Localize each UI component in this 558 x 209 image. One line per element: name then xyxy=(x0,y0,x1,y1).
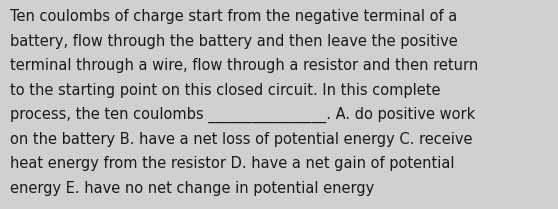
Text: Ten coulombs of charge start from the negative terminal of a: Ten coulombs of charge start from the ne… xyxy=(10,9,458,24)
Text: process, the ten coulombs ________________. A. do positive work: process, the ten coulombs ______________… xyxy=(10,107,475,124)
Text: terminal through a wire, flow through a resistor and then return: terminal through a wire, flow through a … xyxy=(10,58,478,73)
Text: heat energy from the resistor D. have a net gain of potential: heat energy from the resistor D. have a … xyxy=(10,156,455,171)
Text: battery, flow through the battery and then leave the positive: battery, flow through the battery and th… xyxy=(10,34,458,49)
Text: energy E. have no net change in potential energy: energy E. have no net change in potentia… xyxy=(10,181,374,196)
Text: on the battery B. have a net loss of potential energy C. receive: on the battery B. have a net loss of pot… xyxy=(10,132,473,147)
Text: to the starting point on this closed circuit. In this complete: to the starting point on this closed cir… xyxy=(10,83,441,98)
